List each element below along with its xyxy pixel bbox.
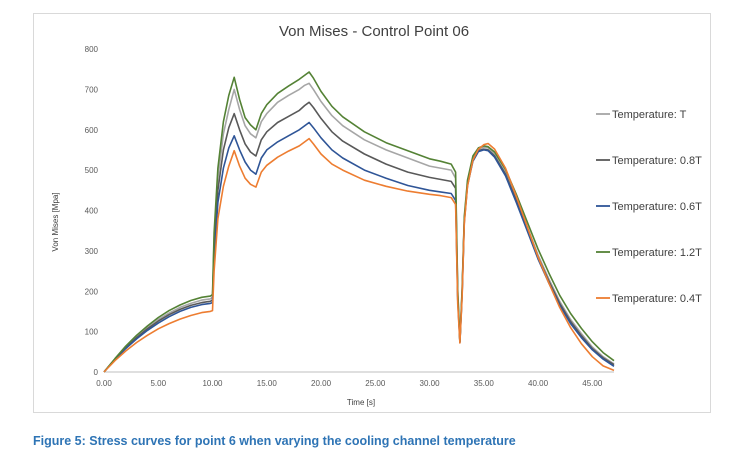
legend-label: Temperature: T — [612, 109, 687, 121]
x-tick-label: 35.00 — [474, 379, 495, 388]
legend-label: Temperature: 0.8T — [612, 155, 702, 167]
y-tick-label: 300 — [85, 247, 99, 256]
axes: 0 100 200 300 400 500 600 700 800 0.00 5.00 10.00 15… — [85, 45, 614, 388]
series-line — [103, 82, 615, 373]
chart-container: Von Mises - Control Point 06 Von Mises [… — [33, 13, 711, 413]
series-line — [103, 101, 615, 373]
legend-label: Temperature: 1.2T — [612, 247, 702, 259]
x-tick-label: 45.00 — [582, 379, 603, 388]
line-chart: Von Mises - Control Point 06 Von Mises [… — [51, 23, 702, 407]
series-line — [103, 71, 615, 373]
legend-label: Temperature: 0.4T — [612, 293, 702, 305]
legend-label: Temperature: 0.6T — [612, 201, 702, 213]
x-tick-label: 10.00 — [202, 379, 223, 388]
y-tick-label: 700 — [85, 85, 99, 94]
y-tick-label: 600 — [85, 126, 99, 135]
x-tick-label: 15.00 — [257, 379, 278, 388]
y-tick-label: 0 — [94, 368, 99, 377]
series-lines — [103, 71, 615, 373]
y-axis-title: Von Mises [Mpa] — [51, 192, 60, 251]
x-tick-label: 0.00 — [96, 379, 112, 388]
chart-title: Von Mises - Control Point 06 — [279, 23, 469, 40]
x-tick-label: 5.00 — [150, 379, 166, 388]
series-line — [103, 121, 615, 373]
y-tick-label: 200 — [85, 287, 99, 296]
x-tick-label: 30.00 — [420, 379, 441, 388]
figure-caption: Figure 5: Stress curves for point 6 when… — [33, 434, 516, 448]
y-tick-label: 100 — [85, 328, 99, 337]
y-tick-label: 400 — [85, 207, 99, 216]
y-tick-label: 800 — [85, 45, 99, 54]
series-line — [103, 137, 615, 373]
legend: Temperature: T Temperature: 0.8T Temperatu… — [596, 109, 702, 305]
x-axis-title: Time [s] — [347, 398, 375, 407]
x-tick-label: 40.00 — [528, 379, 549, 388]
x-tick-label: 25.00 — [365, 379, 386, 388]
y-tick-label: 500 — [85, 166, 99, 175]
x-tick-label: 20.00 — [311, 379, 332, 388]
